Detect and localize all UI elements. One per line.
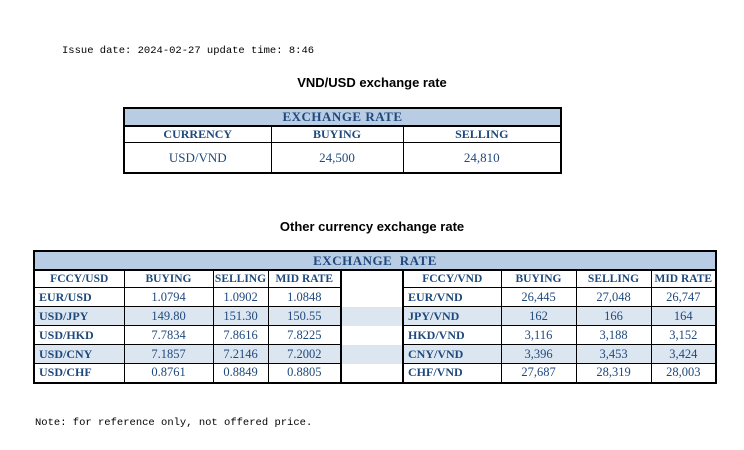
other-currency-exchange-table: EXCHANGE RATE FCCY/USD BUYING SELLING MI… xyxy=(33,250,718,384)
buying-cell: 162 xyxy=(500,306,577,326)
spacer-cell xyxy=(340,306,404,326)
table-row: USD/HKD 7.7834 7.8616 7.8225 HKD/VND 3,1… xyxy=(33,325,717,345)
midrate-cell: 3,424 xyxy=(650,344,717,364)
usd-table-title: VND/USD exchange rate xyxy=(297,75,447,90)
col-selling-vnd: SELLING xyxy=(575,269,652,288)
buying-cell: 1.0794 xyxy=(123,287,214,307)
spacer-cell xyxy=(340,363,404,384)
col-buying-vnd: BUYING xyxy=(500,269,577,288)
spacer-cell xyxy=(340,287,404,307)
usd-col-currency: CURRENCY xyxy=(123,125,272,143)
other-table-header-row: FCCY/USD BUYING SELLING MID RATE FCCY/VN… xyxy=(33,269,717,288)
pair-label: USD/JPY xyxy=(33,306,125,326)
selling-cell: 28,319 xyxy=(575,363,652,384)
usd-table-banner-row: EXCHANGE RATE xyxy=(123,107,562,127)
table-row: USD/JPY 149.80 151.30 150.55 JPY/VND 162… xyxy=(33,306,717,326)
col-fccy-usd: FCCY/USD xyxy=(33,269,125,288)
buying-cell: 7.1857 xyxy=(123,344,214,364)
pair-label: CHF/VND xyxy=(402,363,502,384)
midrate-cell: 3,152 xyxy=(650,325,717,345)
usd-col-selling: SELLING xyxy=(402,125,562,143)
selling-cell: 166 xyxy=(575,306,652,326)
table-row: USD/CNY 7.1857 7.2146 7.2002 CNY/VND 3,3… xyxy=(33,344,717,364)
currency-pair-cell: USD/VND xyxy=(123,142,272,174)
selling-cell: 7.2146 xyxy=(212,344,269,364)
col-fccy-vnd: FCCY/VND xyxy=(402,269,502,288)
pair-label: JPY/VND xyxy=(402,306,502,326)
midrate-cell: 1.0848 xyxy=(267,287,342,307)
usd-col-buying: BUYING xyxy=(270,125,404,143)
note-line: Note: for reference only, not offered pr… xyxy=(35,417,313,429)
col-midrate-usd: MID RATE xyxy=(267,269,342,288)
col-selling-usd: SELLING xyxy=(212,269,269,288)
buying-rate-cell: 24,500 xyxy=(270,142,404,174)
buying-cell: 3,396 xyxy=(500,344,577,364)
selling-cell: 0.8849 xyxy=(212,363,269,384)
pair-label: CNY/VND xyxy=(402,344,502,364)
other-table-banner: EXCHANGE RATE xyxy=(33,250,717,271)
usd-table-banner: EXCHANGE RATE xyxy=(123,107,562,127)
midrate-cell: 26,747 xyxy=(650,287,717,307)
pair-label: USD/CHF xyxy=(33,363,125,384)
selling-cell: 7.8616 xyxy=(212,325,269,345)
midrate-cell: 7.8225 xyxy=(267,325,342,345)
col-midrate-vnd: MID RATE xyxy=(650,269,717,288)
table-row: EUR/USD 1.0794 1.0902 1.0848 EUR/VND 26,… xyxy=(33,287,717,307)
pair-label: USD/HKD xyxy=(33,325,125,345)
selling-cell: 27,048 xyxy=(575,287,652,307)
buying-cell: 3,116 xyxy=(500,325,577,345)
selling-cell: 1.0902 xyxy=(212,287,269,307)
buying-cell: 149.80 xyxy=(123,306,214,326)
midrate-cell: 164 xyxy=(650,306,717,326)
other-table-title: Other currency exchange rate xyxy=(279,219,465,234)
buying-cell: 0.8761 xyxy=(123,363,214,384)
pair-label: EUR/USD xyxy=(33,287,125,307)
midrate-cell: 28,003 xyxy=(650,363,717,384)
buying-cell: 7.7834 xyxy=(123,325,214,345)
midrate-cell: 150.55 xyxy=(267,306,342,326)
selling-cell: 3,188 xyxy=(575,325,652,345)
col-buying-usd: BUYING xyxy=(123,269,214,288)
selling-cell: 151.30 xyxy=(212,306,269,326)
buying-cell: 26,445 xyxy=(500,287,577,307)
table-row: USD/VND 24,500 24,810 xyxy=(123,142,562,174)
midrate-cell: 0.8805 xyxy=(267,363,342,384)
pair-label: EUR/VND xyxy=(402,287,502,307)
pair-label: USD/CNY xyxy=(33,344,125,364)
table-row: USD/CHF 0.8761 0.8849 0.8805 CHF/VND 27,… xyxy=(33,363,717,384)
pair-label: HKD/VND xyxy=(402,325,502,345)
buying-cell: 27,687 xyxy=(500,363,577,384)
selling-rate-cell: 24,810 xyxy=(402,142,562,174)
selling-cell: 3,453 xyxy=(575,344,652,364)
midrate-cell: 7.2002 xyxy=(267,344,342,364)
other-table-banner-row: EXCHANGE RATE xyxy=(33,250,717,271)
spacer-cell xyxy=(340,344,404,364)
issue-date-line: Issue date: 2024-02-27 update time: 8:46 xyxy=(62,45,315,57)
usd-vnd-exchange-table: EXCHANGE RATE CURRENCY BUYING SELLING US… xyxy=(123,107,563,174)
usd-table-header-row: CURRENCY BUYING SELLING xyxy=(123,125,562,143)
spacer-cell xyxy=(340,269,404,288)
spacer-cell xyxy=(340,325,404,345)
